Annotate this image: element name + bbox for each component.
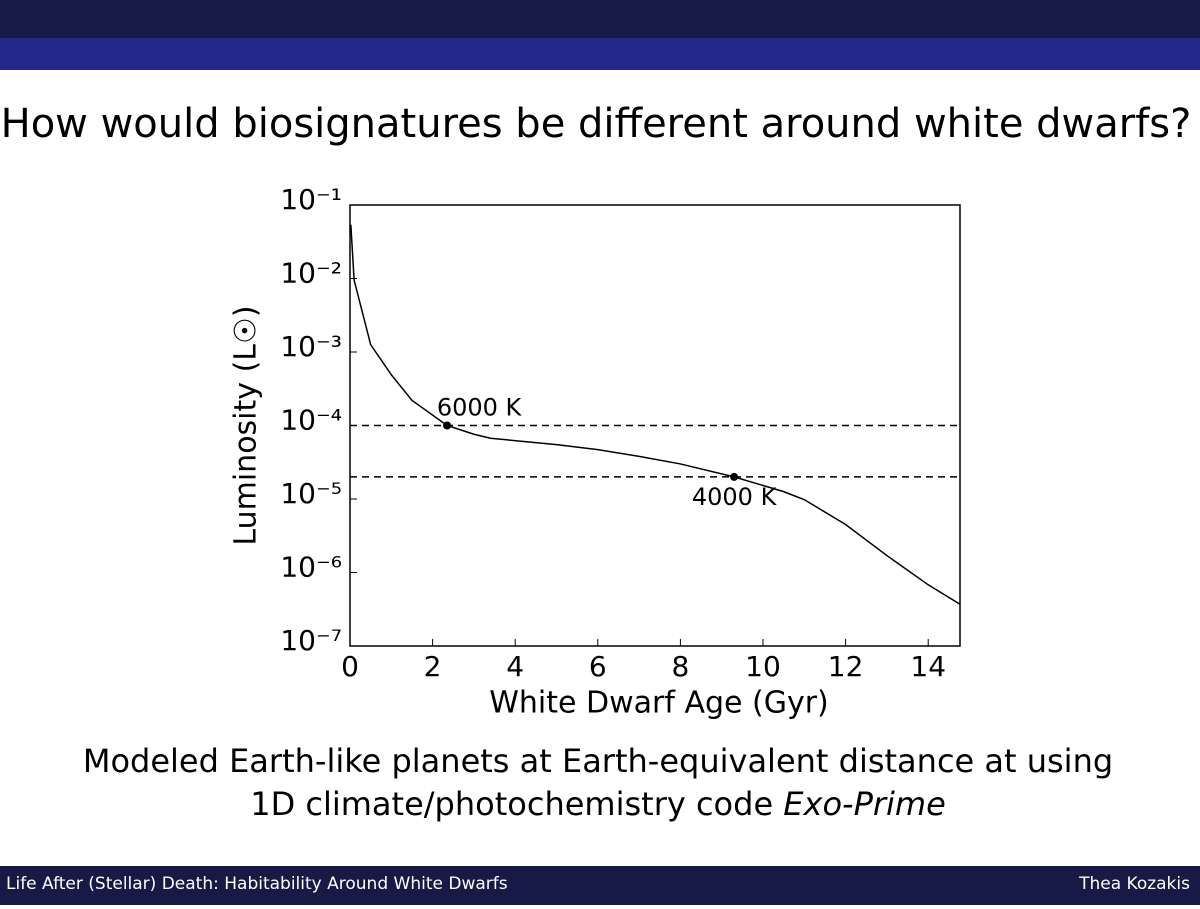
y-tick-label: 10⁻³ xyxy=(280,330,342,363)
x-tick-label: 14 xyxy=(910,650,946,683)
caption: 1D climate/photochemistry code Exo-Prime xyxy=(250,785,946,823)
x-tick-label: 0 xyxy=(341,650,359,683)
footer-bar xyxy=(0,866,1200,905)
annotation-label: 6000 K xyxy=(437,394,523,422)
y-tick-label: 10⁻² xyxy=(280,257,342,290)
footer-left: Life After (Stellar) Death: Habitability… xyxy=(6,874,508,894)
caption-italic: Exo-Prime xyxy=(783,785,945,823)
data-line xyxy=(350,224,961,605)
x-tick-label: 8 xyxy=(671,650,689,683)
y-tick-label: 10⁻¹ xyxy=(280,183,342,216)
x-tick-label: 4 xyxy=(506,650,524,683)
annotation-point xyxy=(443,421,452,430)
x-tick-label: 6 xyxy=(589,650,607,683)
y-tick-label: 10⁻⁶ xyxy=(280,551,342,584)
top-bar xyxy=(0,0,1200,38)
footer-right: Thea Kozakis xyxy=(1078,874,1190,894)
x-tick-label: 12 xyxy=(828,650,864,683)
caption-text: 1D climate/photochemistry code xyxy=(250,785,783,823)
chart: 0 2 4 6 8 10 12 14 10⁻⁷ 10⁻⁶ 10⁻⁵ 10⁻⁴ 10⁻³ 10⁻² 10⁻¹ W… xyxy=(229,183,961,721)
annotation-label: 4000 K xyxy=(692,483,778,511)
y-axis-label: Luminosity (L☉) xyxy=(229,305,264,545)
y-tick-label: 10⁻⁵ xyxy=(280,477,342,510)
y-tick-label: 10⁻⁴ xyxy=(280,404,342,437)
x-tick-label: 10 xyxy=(745,650,781,683)
annotation-point xyxy=(730,472,739,481)
x-axis-label: White Dwarf Age (Gyr) xyxy=(489,686,829,721)
slide-title: How would biosignatures be different aro… xyxy=(1,101,1192,147)
x-tick-label: 2 xyxy=(424,650,442,683)
top-bar-lower xyxy=(0,38,1200,70)
caption: Modeled Earth-like planets at Earth-equi… xyxy=(83,742,1113,780)
y-tick-label: 10⁻⁷ xyxy=(280,624,342,657)
